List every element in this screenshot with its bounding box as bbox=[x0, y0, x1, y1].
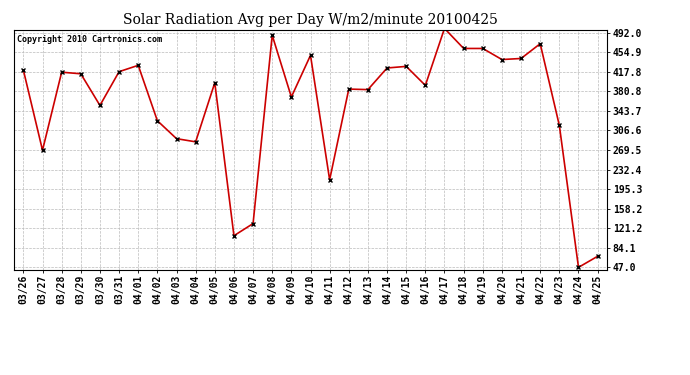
Text: Copyright 2010 Cartronics.com: Copyright 2010 Cartronics.com bbox=[17, 35, 161, 44]
Title: Solar Radiation Avg per Day W/m2/minute 20100425: Solar Radiation Avg per Day W/m2/minute … bbox=[123, 13, 498, 27]
